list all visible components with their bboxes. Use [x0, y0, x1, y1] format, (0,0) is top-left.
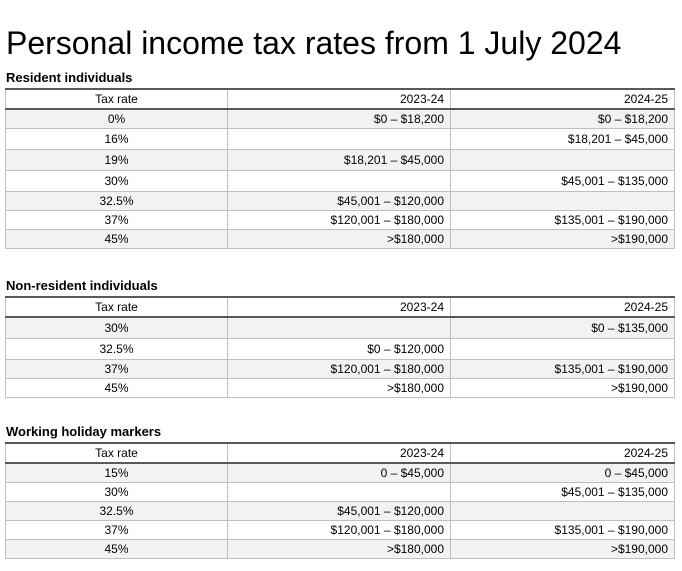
table-row: 30% $45,001 – $135,000 [5, 482, 675, 502]
threshold-2023-24: $18,201 – $45,000 [227, 149, 451, 171]
threshold-2023-24: >$180,000 [227, 378, 451, 398]
table-row: 37% $120,001 – $180,000 $135,001 – $190,… [5, 520, 675, 540]
threshold-2024-25: $0 – $135,000 [450, 316, 675, 339]
section-heading: Non-resident individuals [6, 278, 158, 293]
table-row: 16% $18,201 – $45,000 [5, 128, 675, 150]
table-row: 30% $45,001 – $135,000 [5, 170, 675, 192]
table-row: 32.5% $45,001 – $120,000 [5, 501, 675, 521]
threshold-2024-25 [450, 149, 675, 171]
header-2023-24: 2023-24 [227, 442, 451, 464]
rate-cell: 45% [5, 229, 228, 249]
threshold-2024-25: $135,001 – $190,000 [450, 520, 675, 540]
rate-cell: 32.5% [5, 501, 228, 521]
rate-cell: 19% [5, 149, 228, 171]
threshold-2023-24: $120,001 – $180,000 [227, 359, 451, 379]
section-heading: Working holiday markers [6, 424, 162, 439]
rate-cell: 45% [5, 378, 228, 398]
header-tax-rate: Tax rate [5, 296, 228, 318]
table-header-row: Tax rate 2023-24 2024-25 [5, 88, 675, 110]
rate-cell: 37% [5, 520, 228, 540]
threshold-2023-24: $45,001 – $120,000 [227, 501, 451, 521]
threshold-2024-25: 0 – $45,000 [450, 462, 675, 483]
threshold-2023-24: $120,001 – $180,000 [227, 520, 451, 540]
threshold-2023-24 [227, 128, 451, 150]
threshold-2024-25: $135,001 – $190,000 [450, 210, 675, 230]
rate-cell: 37% [5, 359, 228, 379]
rate-cell: 0% [5, 108, 228, 129]
rate-cell: 45% [5, 539, 228, 559]
resident-rates-table: Tax rate 2023-24 2024-25 0% $0 – $18,200… [5, 88, 675, 249]
non-resident-rates-table: Tax rate 2023-24 2024-25 30% $0 – $135,0… [5, 296, 675, 398]
header-tax-rate: Tax rate [5, 88, 228, 110]
page-title: Personal income tax rates from 1 July 20… [6, 25, 622, 62]
table-row: 37% $120,001 – $180,000 $135,001 – $190,… [5, 210, 675, 230]
rate-cell: 30% [5, 482, 228, 502]
header-2023-24: 2023-24 [227, 88, 451, 110]
working-holiday-section: Working holiday markers Tax rate 2023-24… [5, 424, 675, 559]
rate-cell: 30% [5, 316, 228, 339]
table-row: 19% $18,201 – $45,000 [5, 149, 675, 171]
threshold-2024-25: >$190,000 [450, 229, 675, 249]
working-holiday-rates-table: Tax rate 2023-24 2024-25 15% 0 – $45,000… [5, 442, 675, 559]
threshold-2024-25 [450, 338, 675, 360]
threshold-2023-24 [227, 482, 451, 502]
header-2024-25: 2024-25 [450, 442, 675, 464]
threshold-2023-24 [227, 170, 451, 192]
threshold-2024-25: >$190,000 [450, 378, 675, 398]
table-row: 32.5% $45,001 – $120,000 [5, 191, 675, 211]
table-row: 15% 0 – $45,000 0 – $45,000 [5, 462, 675, 483]
header-2024-25: 2024-25 [450, 296, 675, 318]
threshold-2023-24: >$180,000 [227, 229, 451, 249]
table-row: 45% >$180,000 >$190,000 [5, 539, 675, 559]
threshold-2024-25: $135,001 – $190,000 [450, 359, 675, 379]
threshold-2024-25: $45,001 – $135,000 [450, 482, 675, 502]
threshold-2023-24: >$180,000 [227, 539, 451, 559]
rate-cell: 32.5% [5, 338, 228, 360]
threshold-2024-25: $45,001 – $135,000 [450, 170, 675, 192]
rate-cell: 30% [5, 170, 228, 192]
threshold-2023-24: $0 – $18,200 [227, 108, 451, 129]
table-row: 30% $0 – $135,000 [5, 316, 675, 339]
section-heading: Resident individuals [6, 70, 133, 85]
table-row: 0% $0 – $18,200 $0 – $18,200 [5, 108, 675, 129]
threshold-2023-24: $0 – $120,000 [227, 338, 451, 360]
threshold-2023-24: $45,001 – $120,000 [227, 191, 451, 211]
threshold-2024-25: >$190,000 [450, 539, 675, 559]
header-tax-rate: Tax rate [5, 442, 228, 464]
threshold-2024-25: $0 – $18,200 [450, 108, 675, 129]
non-resident-section: Non-resident individuals Tax rate 2023-2… [5, 278, 675, 398]
table-row: 45% >$180,000 >$190,000 [5, 229, 675, 249]
threshold-2023-24: 0 – $45,000 [227, 462, 451, 483]
table-row: 32.5% $0 – $120,000 [5, 338, 675, 360]
table-header-row: Tax rate 2023-24 2024-25 [5, 296, 675, 318]
table-row: 37% $120,001 – $180,000 $135,001 – $190,… [5, 359, 675, 379]
header-2023-24: 2023-24 [227, 296, 451, 318]
rate-cell: 16% [5, 128, 228, 150]
threshold-2023-24 [227, 316, 451, 339]
rate-cell: 32.5% [5, 191, 228, 211]
table-header-row: Tax rate 2023-24 2024-25 [5, 442, 675, 464]
resident-section: Resident individuals Tax rate 2023-24 20… [5, 70, 675, 249]
rate-cell: 37% [5, 210, 228, 230]
threshold-2024-25 [450, 501, 675, 521]
rate-cell: 15% [5, 462, 228, 483]
threshold-2024-25: $18,201 – $45,000 [450, 128, 675, 150]
header-2024-25: 2024-25 [450, 88, 675, 110]
threshold-2024-25 [450, 191, 675, 211]
table-row: 45% >$180,000 >$190,000 [5, 378, 675, 398]
threshold-2023-24: $120,001 – $180,000 [227, 210, 451, 230]
